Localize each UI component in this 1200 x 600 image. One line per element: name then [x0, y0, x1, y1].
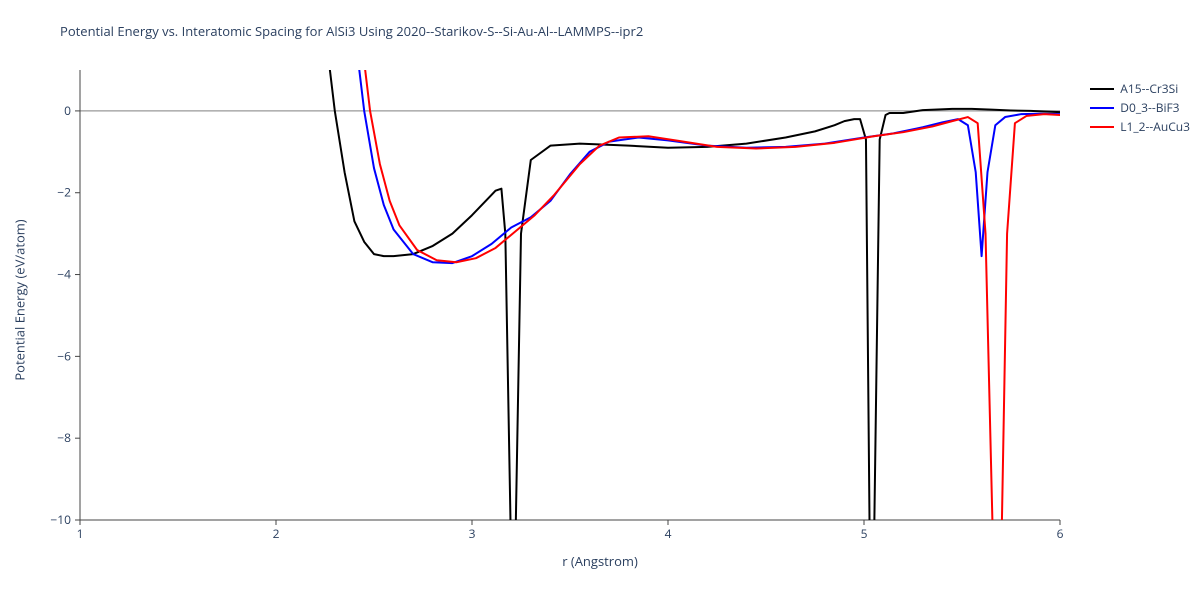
x-tick-label: 2 [273, 525, 280, 542]
x-tick-label: 5 [861, 525, 868, 542]
y-tick-label: −10 [50, 511, 71, 528]
y-axis-label: Potential Energy (eV/atom) [10, 0, 30, 600]
legend-item[interactable]: A15--Cr3Si [1090, 80, 1190, 97]
series-line[interactable] [315, 0, 1060, 561]
y-tick-label: −8 [57, 429, 71, 446]
x-tick-label: 1 [77, 525, 84, 542]
legend: A15--Cr3Si D0_3--BiF3 L1_2--AuCu3 [1090, 80, 1190, 137]
chart-title: Potential Energy vs. Interatomic Spacing… [60, 22, 643, 40]
x-tick-label: 6 [1057, 525, 1064, 542]
legend-item[interactable]: D0_3--BiF3 [1090, 99, 1190, 116]
legend-swatch [1090, 126, 1114, 128]
y-tick-label: −4 [57, 266, 71, 283]
y-tick-label: 0 [64, 102, 71, 119]
legend-label: A15--Cr3Si [1120, 80, 1178, 97]
series-line[interactable] [350, 0, 1060, 561]
legend-swatch [1090, 88, 1114, 90]
x-tick-label: 4 [665, 525, 672, 542]
legend-item[interactable]: L1_2--AuCu3 [1090, 118, 1190, 135]
y-tick-label: −2 [57, 184, 71, 201]
legend-label: D0_3--BiF3 [1120, 99, 1179, 116]
chart-container: Potential Energy vs. Interatomic Spacing… [0, 0, 1200, 600]
plot-area[interactable]: 1 2 3 4 5 6 −10 −8 −6 −4 −2 0 [0, 0, 1200, 600]
legend-label: L1_2--AuCu3 [1120, 118, 1190, 135]
x-axis-label: r (Angstrom) [0, 552, 1200, 570]
x-tick-label: 3 [469, 525, 476, 542]
legend-swatch [1090, 107, 1114, 109]
y-tick-label: −6 [57, 347, 71, 364]
